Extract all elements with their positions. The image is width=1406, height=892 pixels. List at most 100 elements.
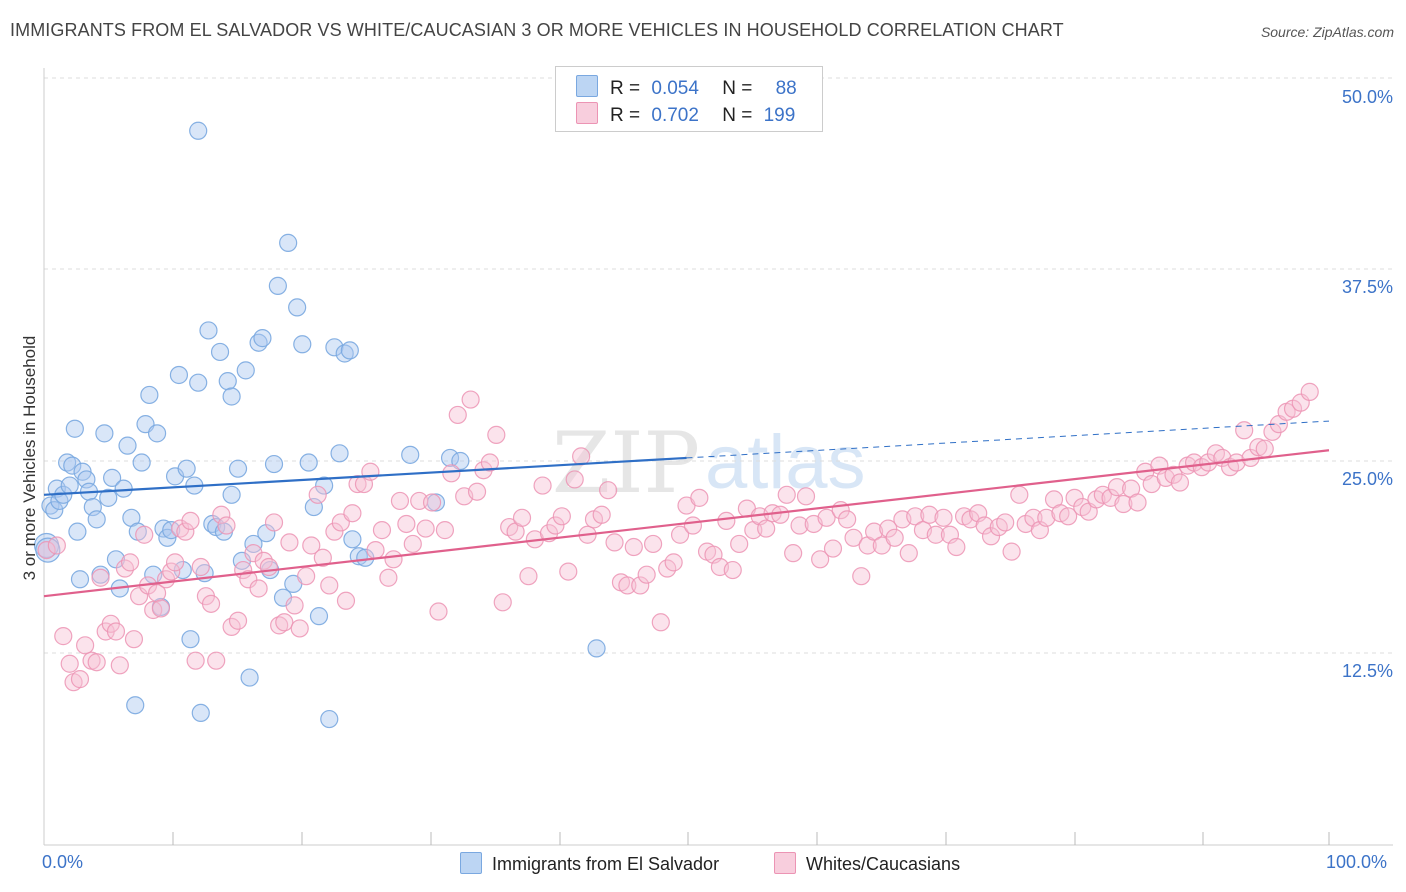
data-point-whites <box>670 525 690 544</box>
data-point-whites <box>500 517 519 537</box>
legend-label-el-salvador: Immigrants from El Salvador <box>492 854 720 874</box>
data-point-whites <box>599 481 618 500</box>
data-point-whites <box>228 611 248 630</box>
legend-n-value: 88 <box>775 78 797 99</box>
legend-swatch-blue <box>576 75 598 97</box>
data-point-whites <box>784 544 803 563</box>
data-point-el-salvador <box>162 521 181 540</box>
data-point-el-salvador <box>132 453 151 472</box>
data-point-el-salvador <box>99 488 118 507</box>
data-point-whites <box>926 525 945 544</box>
data-point-el-salvador <box>440 448 460 468</box>
data-point-el-salvador <box>293 335 312 354</box>
series-whites-points <box>37 382 1319 692</box>
data-point-whites <box>723 560 742 580</box>
legend-row-el-salvador: R = 0.054 N = 88 <box>576 75 797 101</box>
data-point-whites <box>217 516 236 535</box>
data-point-whites <box>1249 438 1268 457</box>
data-point-whites <box>1087 490 1106 509</box>
data-point-el-salvador <box>325 338 344 357</box>
data-point-whites <box>285 596 304 615</box>
x-tick-label-max: 100.0% <box>1326 852 1388 872</box>
data-point-el-salvador <box>288 298 307 317</box>
data-point-whites <box>54 627 73 646</box>
data-point-whites <box>106 622 126 641</box>
trend-line-el-salvador <box>43 456 687 496</box>
axes <box>43 68 1393 846</box>
data-point-whites <box>823 539 843 558</box>
data-point-whites <box>690 488 709 507</box>
data-point-whites <box>757 519 776 538</box>
data-point-whites <box>171 519 190 538</box>
data-point-whites <box>1073 497 1092 517</box>
data-point-whites <box>533 476 552 495</box>
series-legend: Immigrants from El Salvador Whites/Cauca… <box>0 852 1406 878</box>
data-point-whites <box>212 505 231 524</box>
data-point-el-salvador <box>343 530 362 549</box>
data-point-whites <box>76 636 95 655</box>
data-point-whites <box>70 670 90 689</box>
data-point-whites <box>664 553 683 572</box>
data-point-el-salvador <box>87 510 106 529</box>
data-point-whites <box>512 508 532 527</box>
data-point-el-salvador <box>264 454 284 474</box>
data-point-whites <box>442 464 461 483</box>
data-point-whites <box>879 519 898 538</box>
legend-r-value: 0.702 <box>651 105 699 126</box>
data-point-el-salvador <box>340 341 359 360</box>
data-point-whites <box>429 602 448 621</box>
x-tick-label-min: 0.0% <box>42 852 84 872</box>
data-point-whites <box>366 540 385 560</box>
data-point-whites <box>811 550 830 569</box>
data-point-whites <box>981 527 1001 546</box>
data-point-whites <box>838 510 857 529</box>
chart-title: IMMIGRANTS FROM EL SALVADOR VS WHITE/CAU… <box>10 20 1064 40</box>
data-point-whites <box>270 616 289 635</box>
data-point-whites <box>336 591 356 610</box>
data-point-whites <box>771 505 790 524</box>
trend-lines <box>43 420 1330 598</box>
data-point-whites <box>519 567 538 586</box>
data-point-whites <box>790 516 809 535</box>
data-point-el-salvador <box>451 451 470 471</box>
data-point-whites <box>947 537 966 557</box>
data-point-whites <box>1065 488 1084 507</box>
data-point-el-salvador <box>587 639 606 658</box>
data-point-el-salvador <box>181 630 200 649</box>
data-point-whites <box>372 521 392 540</box>
data-point-el-salvador <box>63 456 82 475</box>
data-point-el-salvador <box>68 522 87 541</box>
data-point-el-salvador <box>114 479 133 498</box>
data-point-whites <box>325 522 344 541</box>
data-point-whites <box>147 583 167 603</box>
data-point-el-salvador <box>199 321 218 340</box>
legend-row-whites: R = 0.702 N = 199 <box>576 102 795 128</box>
data-point-whites <box>162 562 181 581</box>
data-point-whites <box>165 553 185 572</box>
data-point-el-salvador <box>191 703 210 723</box>
data-point-whites <box>461 390 480 409</box>
data-point-whites <box>297 567 316 586</box>
data-point-el-salvador <box>240 668 259 687</box>
data-point-whites <box>249 579 268 598</box>
data-point-whites <box>264 513 284 532</box>
data-point-el-salvador <box>45 501 64 520</box>
data-point-el-salvador <box>189 373 208 392</box>
data-point-whites <box>201 594 221 613</box>
data-point-whites <box>1059 507 1078 526</box>
data-point-whites <box>651 613 670 632</box>
data-point-whites <box>480 453 499 472</box>
data-point-whites <box>618 576 637 595</box>
data-point-whites <box>186 651 205 670</box>
data-point-el-salvador <box>169 365 189 385</box>
data-point-whites <box>777 485 796 504</box>
data-point-whites <box>87 653 106 672</box>
data-point-el-salvador <box>299 453 318 472</box>
y-axis-label: 3 or more Vehicles in Household <box>20 335 39 581</box>
data-point-whites <box>572 447 591 466</box>
data-point-whites <box>624 537 643 557</box>
data-point-el-salvador <box>335 344 354 363</box>
data-point-whites <box>181 511 200 531</box>
data-point-whites <box>467 482 487 501</box>
data-point-el-salvador <box>35 537 61 563</box>
